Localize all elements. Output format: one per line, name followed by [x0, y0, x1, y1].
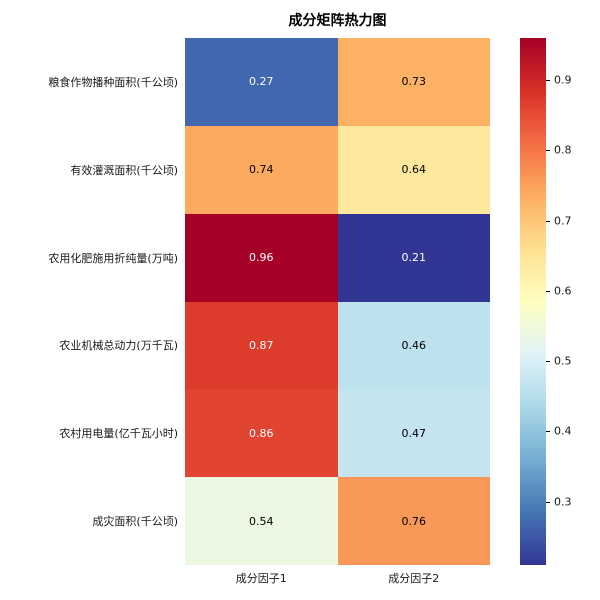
x-axis-labels: 成分因子1 成分因子2 — [185, 570, 490, 586]
y-axis-label: 农村用电量(亿千瓦小时) — [59, 427, 178, 441]
colorbar-tick-label: 0.6 — [554, 284, 572, 298]
colorbar-tick-mark — [546, 220, 550, 222]
heatmap-cell: 0.64 — [337, 125, 490, 214]
colorbar-tick-label: 0.5 — [554, 354, 572, 368]
heatmap-cell: 0.47 — [337, 389, 490, 478]
heatmap-cell: 0.27 — [185, 38, 338, 126]
y-axis-label: 有效灌溉面积(千公顷) — [70, 163, 178, 177]
y-axis-label: 农业机械总动力(万千瓦) — [59, 339, 178, 353]
colorbar-tick-mark — [546, 150, 550, 152]
colorbar-gradient — [520, 38, 546, 565]
colorbar-tick-mark — [546, 431, 550, 433]
colorbar: 0.3 0.4 0.5 0.6 0.7 0.8 0.9 — [520, 38, 600, 565]
heatmap-cell: 0.54 — [185, 477, 338, 565]
colorbar-tick-label: 0.9 — [554, 73, 572, 87]
colorbar-tick-label: 0.3 — [554, 495, 572, 509]
x-axis-label: 成分因子2 — [388, 572, 440, 585]
colorbar-tick-mark — [546, 80, 550, 82]
colorbar-tick-label: 0.7 — [554, 214, 572, 228]
heatmap-cell: 0.86 — [185, 389, 338, 478]
heatmap-cell: 0.73 — [337, 38, 490, 126]
colorbar-tick-mark — [546, 290, 550, 292]
colorbar-tick-mark — [546, 361, 550, 363]
heatmap-cell: 0.96 — [185, 213, 338, 302]
heatmap-cell: 0.46 — [337, 301, 490, 390]
y-axis-label: 农用化肥施用折纯量(万吨) — [48, 251, 178, 265]
colorbar-tick-label: 0.8 — [554, 143, 572, 157]
heatmap-cell: 0.87 — [185, 301, 338, 390]
colorbar-tick-mark — [546, 501, 550, 503]
y-axis-label: 粮食作物播种面积(千公顷) — [48, 75, 178, 89]
heatmap-cell: 0.76 — [337, 477, 490, 565]
y-axis-label: 成灾面积(千公顷) — [92, 515, 178, 529]
y-axis-labels: 粮食作物播种面积(千公顷) 有效灌溉面积(千公顷) 农用化肥施用折纯量(万吨) 农业机… — [0, 38, 178, 565]
chart-title: 成分矩阵热力图 — [288, 13, 387, 29]
colorbar-tick-label: 0.4 — [554, 424, 572, 438]
heatmap-cell: 0.74 — [185, 125, 338, 214]
x-axis-label: 成分因子1 — [235, 572, 287, 585]
heatmap-cell: 0.21 — [337, 213, 490, 302]
heatmap-grid: 0.27 0.73 0.74 0.64 0.96 0.21 0.87 0.46 0.86 0.47… — [185, 38, 490, 565]
